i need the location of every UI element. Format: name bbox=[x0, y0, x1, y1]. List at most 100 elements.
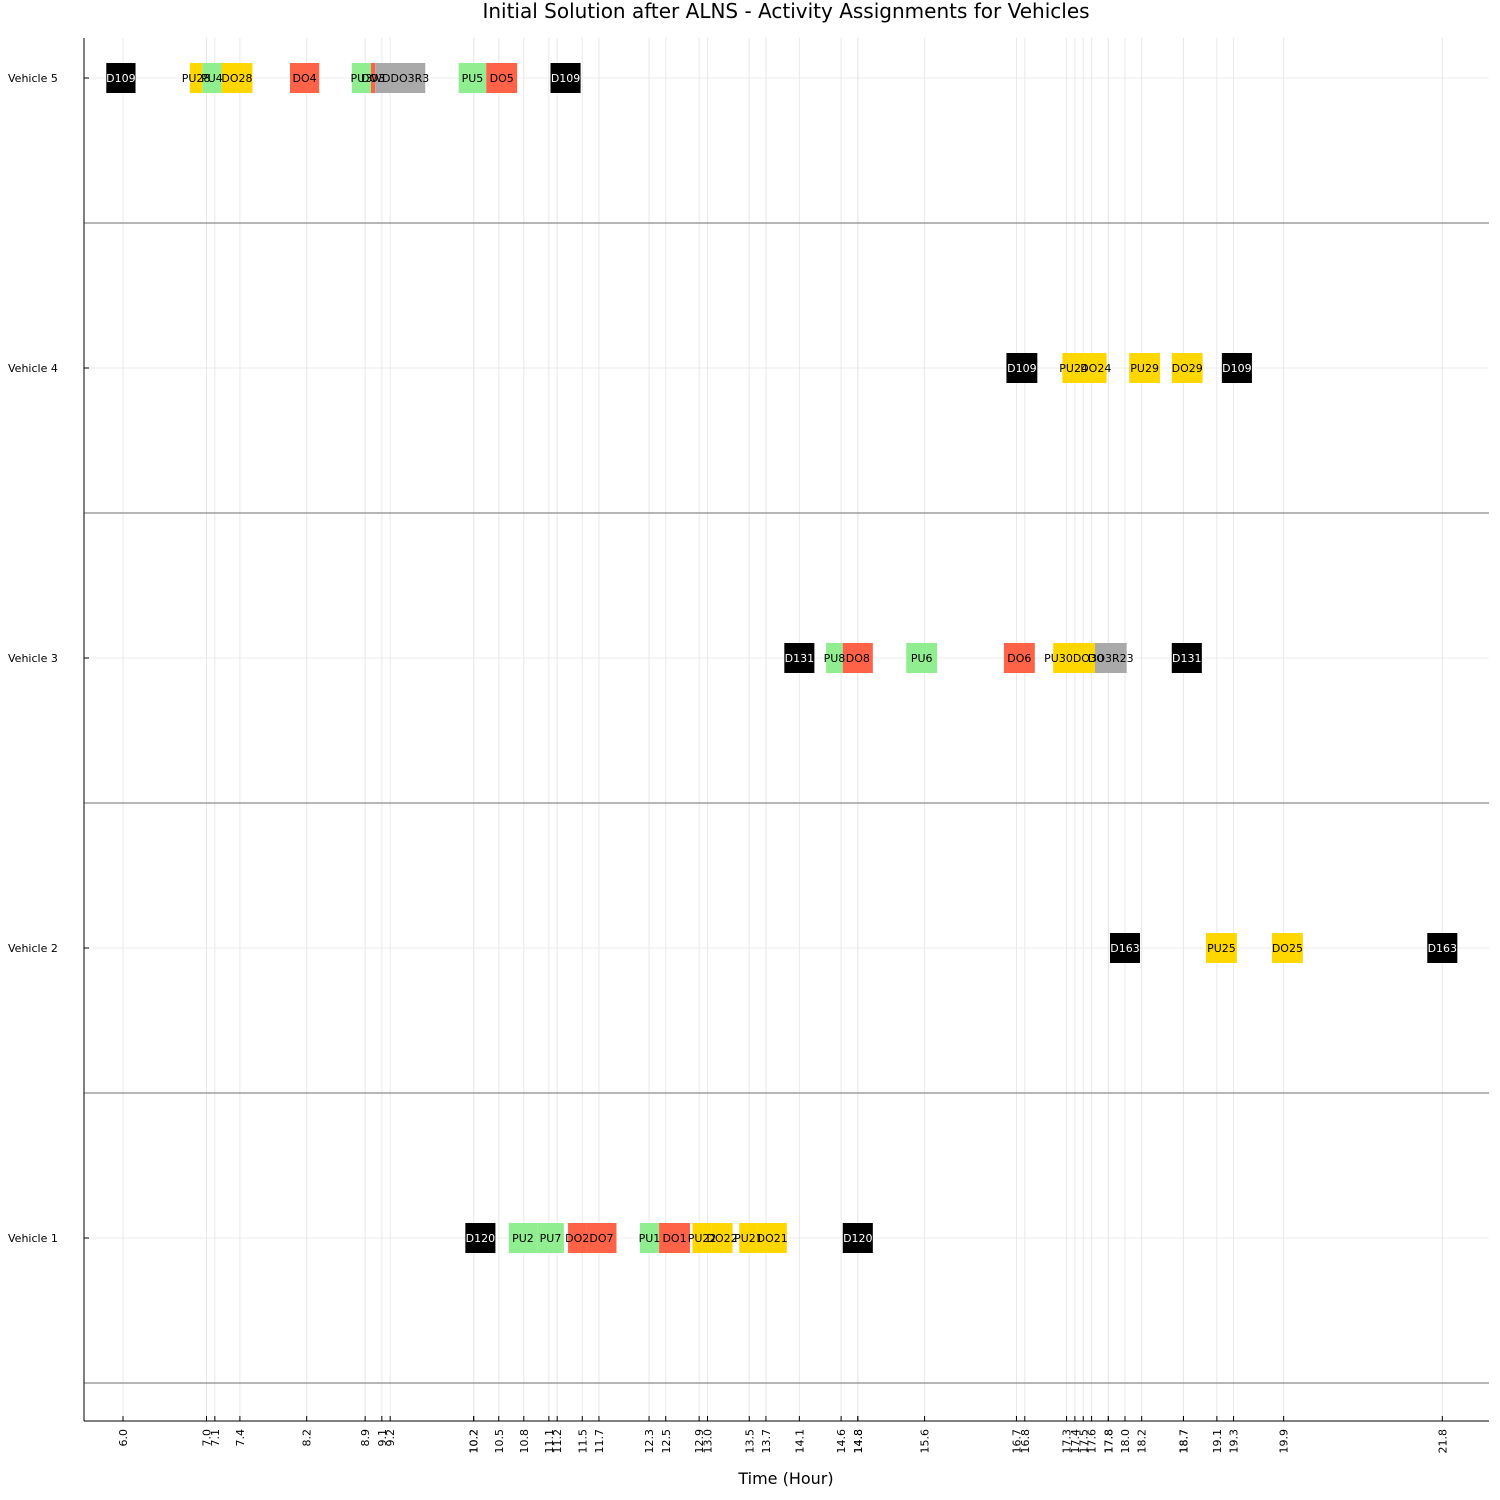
activity-bar bbox=[842, 643, 873, 673]
activity-bar bbox=[1094, 643, 1127, 673]
x-tick-label: 18.0 bbox=[1119, 1429, 1132, 1454]
activity-bar bbox=[458, 63, 487, 93]
activity-label: DO3 bbox=[361, 72, 385, 85]
y-tick-label: Vehicle 5 bbox=[8, 72, 58, 85]
x-tick-label: 13.0 bbox=[702, 1429, 715, 1454]
x-tick-label: 10.5 bbox=[493, 1429, 506, 1454]
activity-bar bbox=[1171, 643, 1202, 673]
activity-label: D163 bbox=[1110, 942, 1139, 955]
activity-label: PU1 bbox=[639, 1232, 661, 1245]
activity-bar bbox=[106, 63, 136, 93]
activity-label: PU4 bbox=[201, 72, 223, 85]
activity-bar bbox=[692, 1223, 712, 1253]
activity-label: DO3R23 bbox=[1088, 652, 1134, 665]
x-tick-label: 17.3 bbox=[1061, 1429, 1074, 1454]
activity-bar bbox=[375, 63, 426, 93]
activity-bar bbox=[1205, 933, 1237, 963]
activity-label: DO22 bbox=[707, 1232, 738, 1245]
activity-label: PU3 bbox=[351, 72, 373, 85]
x-tick-label: 19.3 bbox=[1228, 1429, 1241, 1454]
chart-title: Initial Solution after ALNS - Activity A… bbox=[482, 0, 1089, 23]
activity-bar bbox=[1109, 933, 1141, 963]
activity-label: DO25 bbox=[1272, 942, 1303, 955]
y-tick-label: Vehicle 2 bbox=[8, 942, 58, 955]
activity-bar bbox=[537, 1223, 564, 1253]
x-tick-label: 18.7 bbox=[1177, 1429, 1190, 1454]
activity-label: D131 bbox=[1172, 652, 1201, 665]
x-tick-label: 8.2 bbox=[301, 1429, 314, 1447]
activity-label: D131 bbox=[785, 652, 814, 665]
activity-label: PU22 bbox=[688, 1232, 717, 1245]
activity-label: DO7 bbox=[589, 1232, 613, 1245]
activity-bar bbox=[550, 63, 581, 93]
activity-bar bbox=[221, 63, 253, 93]
activity-label: WDDO3R3 bbox=[371, 72, 429, 85]
activity-bar bbox=[568, 1223, 587, 1253]
vehicle-band-separators bbox=[84, 222, 1489, 1384]
x-tick-label: 7.4 bbox=[234, 1429, 247, 1447]
activity-label: DO5 bbox=[490, 72, 514, 85]
activity-bar bbox=[1053, 643, 1095, 673]
activity-bar bbox=[757, 1223, 787, 1253]
x-tick-label: 18.7 bbox=[1177, 1429, 1190, 1454]
activity-bar bbox=[1221, 353, 1252, 383]
x-tick-label: 14.8 bbox=[852, 1429, 865, 1454]
activity-label: D120 bbox=[843, 1232, 872, 1245]
axes bbox=[83, 38, 1489, 1422]
activity-bar bbox=[351, 63, 371, 93]
activity-bar bbox=[659, 1223, 690, 1253]
x-tick-label: 15.6 bbox=[919, 1429, 932, 1454]
x-tick-label: 16.7 bbox=[1010, 1429, 1023, 1454]
x-tick-label: 7.0 bbox=[201, 1429, 214, 1447]
activity-label: D109 bbox=[106, 72, 135, 85]
y-tick-label: Vehicle 3 bbox=[8, 652, 58, 665]
activity-label: PU28 bbox=[182, 72, 211, 85]
activity-label: PU5 bbox=[462, 72, 484, 85]
activity-bar bbox=[1084, 353, 1107, 383]
activity-label: DO24 bbox=[1080, 362, 1111, 375]
x-tick-label: 12.9 bbox=[693, 1429, 706, 1454]
x-tick-label: 13.5 bbox=[743, 1429, 756, 1454]
activity-bar bbox=[586, 1223, 617, 1253]
activity-bar bbox=[1271, 933, 1303, 963]
activity-bar bbox=[1062, 353, 1085, 383]
activity-label: D163 bbox=[1428, 942, 1457, 955]
x-tick-label: 18.2 bbox=[1136, 1429, 1149, 1454]
activity-label: DO21 bbox=[757, 1232, 788, 1245]
activity-bar bbox=[1171, 353, 1203, 383]
activity-label: D109 bbox=[551, 72, 580, 85]
x-tick-label: 17.8 bbox=[1102, 1429, 1115, 1454]
x-tick-label: 10.2 bbox=[468, 1429, 481, 1454]
activity-bar bbox=[1006, 353, 1038, 383]
activity-label: PU25 bbox=[1207, 942, 1236, 955]
x-tick-label: 11.7 bbox=[593, 1429, 606, 1454]
x-axis-label: Time (Hour) bbox=[737, 1469, 833, 1488]
activity-bar bbox=[1129, 353, 1161, 383]
activity-label: PU8 bbox=[824, 652, 846, 665]
y-tick-label: Vehicle 4 bbox=[8, 362, 58, 375]
activity-label: DO2 bbox=[565, 1232, 589, 1245]
activity-label: DO8 bbox=[846, 652, 870, 665]
activity-label: DO6 bbox=[1007, 652, 1031, 665]
activity-bar bbox=[290, 63, 320, 93]
activity-label: PU2 bbox=[512, 1232, 534, 1245]
activity-bar bbox=[639, 1223, 660, 1253]
y-tick-label: Vehicle 1 bbox=[8, 1232, 58, 1245]
activity-bar bbox=[711, 1223, 733, 1253]
x-tick-label: 9.2 bbox=[384, 1429, 397, 1447]
activity-label: DO28 bbox=[221, 72, 252, 85]
activity-bar bbox=[1003, 643, 1035, 673]
activity-label: PU24 bbox=[1059, 362, 1088, 375]
activity-bar bbox=[784, 643, 815, 673]
activity-label: DO29 bbox=[1172, 362, 1203, 375]
activity-label: PU6 bbox=[911, 652, 933, 665]
x-tick-label: 11.5 bbox=[576, 1429, 589, 1454]
activity-label: PU30DO30 bbox=[1044, 652, 1104, 665]
x-tick-label: 7.1 bbox=[209, 1429, 222, 1447]
activity-bar bbox=[508, 1223, 538, 1253]
activity-label: DO1 bbox=[662, 1232, 686, 1245]
x-tick-label: 16.8 bbox=[1019, 1429, 1032, 1454]
x-tick-label: 10.8 bbox=[518, 1429, 531, 1454]
activity-bar bbox=[465, 1223, 496, 1253]
x-tick-label: 12.5 bbox=[660, 1429, 673, 1454]
